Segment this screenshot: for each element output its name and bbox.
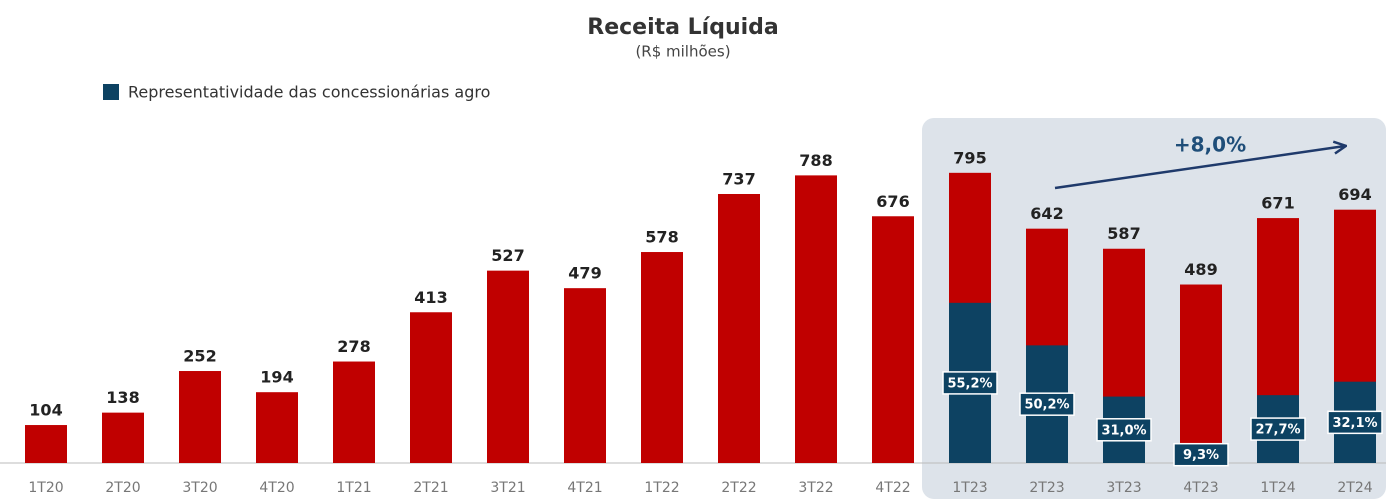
value-label: 278 (337, 337, 370, 356)
x-tick-label: 4T20 (259, 480, 294, 496)
bar (641, 252, 683, 463)
value-label: 795 (953, 148, 986, 167)
value-label: 671 (1261, 194, 1294, 213)
share-label: 55,2% (947, 376, 992, 391)
x-tick-label: 1T24 (1260, 480, 1295, 496)
x-tick-label: 1T23 (952, 480, 987, 496)
share-label: 32,1% (1332, 416, 1377, 431)
value-label: 788 (799, 151, 832, 170)
share-label-box (942, 371, 998, 395)
bar (102, 412, 144, 463)
x-tick-label: 4T23 (1183, 480, 1218, 496)
share-label-box (1327, 410, 1383, 435)
value-label: 587 (1107, 224, 1140, 243)
bar (179, 371, 221, 463)
highlight-panel (922, 118, 1386, 499)
x-tick-label: 3T20 (182, 480, 217, 496)
chart-subtitle: (R$ milhões) (635, 43, 730, 61)
share-label: 31,0% (1101, 423, 1146, 438)
value-label: 578 (645, 228, 678, 247)
bar (25, 425, 67, 463)
value-label: 479 (568, 264, 601, 283)
x-tick-label: 4T21 (567, 480, 602, 496)
bar (564, 288, 606, 463)
x-tick-label: 2T24 (1337, 480, 1372, 496)
x-tick-label: 2T20 (105, 480, 140, 496)
legend-swatch (103, 84, 119, 100)
value-label: 676 (876, 192, 909, 211)
x-tick-label: 2T23 (1029, 480, 1064, 496)
x-tick-label: 2T21 (413, 480, 448, 496)
value-label: 413 (414, 288, 447, 307)
annotation: +8,0% (1174, 133, 1246, 157)
value-label: 489 (1184, 260, 1217, 279)
value-label: 194 (260, 368, 293, 387)
x-tick-label: 1T20 (28, 480, 63, 496)
share-label-box (1019, 392, 1075, 416)
share-label: 27,7% (1255, 423, 1300, 438)
value-label: 138 (106, 388, 139, 407)
value-label: 737 (722, 169, 755, 188)
value-label: 642 (1030, 204, 1063, 223)
value-label: 527 (491, 246, 524, 265)
bar (795, 175, 837, 463)
x-tick-label: 1T22 (644, 480, 679, 496)
x-tick-label: 2T22 (721, 480, 756, 496)
share-label-box (1250, 417, 1306, 441)
legend-label: Representatividade das concessionárias a… (128, 83, 490, 102)
share-label: 9,3% (1183, 448, 1219, 463)
share-label-box (1096, 418, 1152, 442)
bar (872, 216, 914, 463)
bar (718, 193, 760, 463)
value-label: 252 (183, 347, 216, 366)
chart-title: Receita Líquida (587, 15, 779, 40)
bar (1180, 284, 1222, 463)
x-tick-label: 3T22 (798, 480, 833, 496)
bar (410, 312, 452, 463)
x-tick-label: 1T21 (336, 480, 371, 496)
share-label: 50,2% (1024, 398, 1069, 413)
value-label: 104 (29, 401, 62, 420)
trend-arrow (1054, 146, 1345, 190)
x-tick-label: 4T22 (875, 480, 910, 496)
share-label-box (1173, 442, 1229, 467)
bar (487, 270, 529, 463)
x-tick-label: 3T21 (490, 480, 525, 496)
bar (256, 392, 298, 463)
bar (333, 361, 375, 463)
value-label: 694 (1338, 185, 1371, 204)
x-tick-label: 3T23 (1106, 480, 1141, 496)
